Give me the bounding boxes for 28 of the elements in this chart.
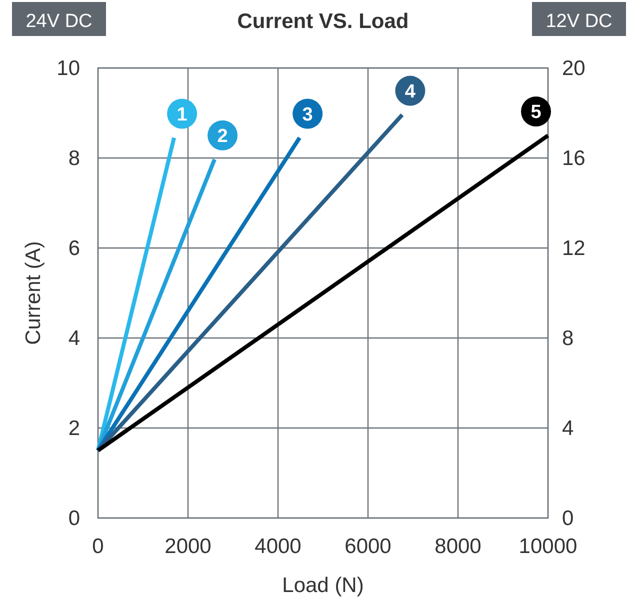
y2-tick-label: 4 — [562, 417, 574, 440]
series-label: 3 — [302, 104, 313, 126]
y-tick-label: 2 — [68, 417, 80, 440]
y-tick-label: 6 — [68, 237, 80, 260]
x-axis-title: Load (N) — [282, 574, 364, 597]
y-tick-label: 10 — [56, 57, 80, 80]
x-tick-label: 2000 — [164, 535, 212, 558]
y-tick-label: 4 — [68, 327, 80, 350]
series-label: 1 — [176, 104, 188, 126]
y2-tick-label: 8 — [562, 327, 574, 350]
text: 12V DC — [546, 11, 612, 32]
series-label: 4 — [404, 81, 416, 102]
y-axis-title: Current (A) — [22, 241, 45, 345]
y-tick-label: 8 — [68, 147, 80, 170]
y2-tick-label: 20 — [562, 57, 586, 80]
y-tick-label: 0 — [68, 507, 80, 530]
x-tick-label: 8000 — [434, 535, 482, 558]
text: 24V DC — [26, 11, 92, 32]
x-tick-label: 4000 — [254, 535, 302, 558]
chart-title: Current VS. Load — [237, 10, 409, 33]
series-label: 5 — [530, 102, 542, 123]
x-tick-label: 0 — [92, 535, 104, 558]
x-tick-label: 6000 — [344, 535, 392, 558]
x-tick-label: 10000 — [518, 535, 578, 558]
y2-tick-label: 16 — [562, 147, 586, 170]
y2-tick-label: 0 — [562, 507, 574, 530]
y2-tick-label: 12 — [562, 237, 586, 260]
series-label: 2 — [217, 126, 228, 147]
